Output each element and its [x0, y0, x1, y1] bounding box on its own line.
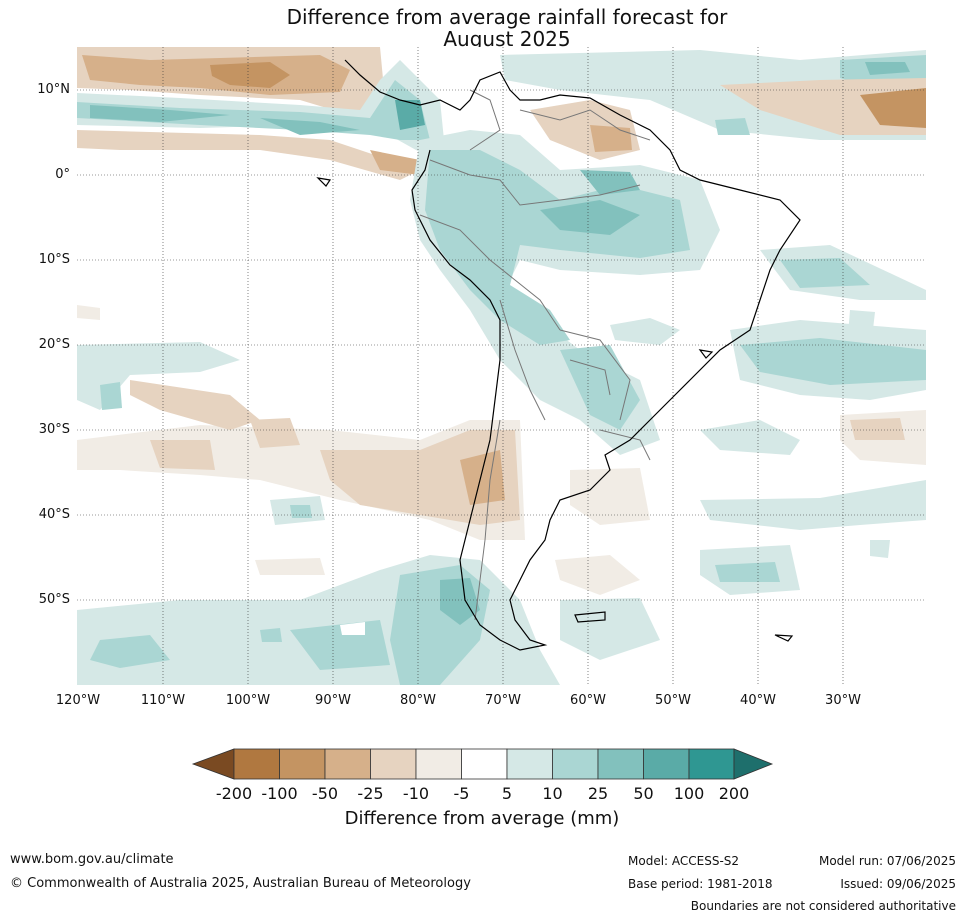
colorbar-bin [688, 748, 735, 780]
footer-issued: Issued: 09/06/2025 [840, 877, 956, 891]
footer-model-run: Model run: 07/06/2025 [818, 854, 956, 868]
colorbar [191, 748, 774, 780]
lat-label-20s: 20°S [38, 337, 70, 352]
south-atlantic-anomalies [255, 410, 926, 595]
lat-label-0: 0° [55, 167, 70, 182]
lon-label-110w: 110°W [140, 693, 186, 708]
colorbar-title: Difference from average (mm) [344, 808, 620, 829]
wet-anomaly-amazon [410, 130, 720, 455]
lon-label-120w: 120°W [55, 693, 101, 708]
colorbar-label: -25 [357, 784, 384, 803]
lat-label-30s: 30°S [38, 422, 70, 437]
footer-url[interactable]: www.bom.gov.au/climate [10, 852, 174, 867]
colorbar-label: -200 [215, 784, 253, 803]
lon-label-70w: 70°W [485, 693, 521, 708]
wet-anomaly-south-pacific [77, 342, 890, 558]
lon-label-50w: 50°W [655, 693, 691, 708]
wet-anomaly-east-brazil [700, 245, 926, 455]
footer-model: Model: ACCESS-S2 [628, 854, 740, 868]
colorbar-bin [597, 748, 644, 780]
footer-copyright: © Commonwealth of Australia 2025, Austra… [10, 876, 471, 891]
colorbar-bin [461, 748, 508, 780]
colorbar-bin [279, 748, 326, 780]
map-title-line2: August 2025 [443, 27, 571, 51]
lon-label-100w: 100°W [225, 693, 271, 708]
lat-label-10s: 10°S [38, 252, 70, 267]
colorbar-label: 100 [673, 784, 705, 803]
country-borders [419, 89, 651, 621]
colorbar-bin [324, 748, 371, 780]
dry-anomaly-north-pacific [77, 47, 420, 180]
wet-anomaly-itcz [77, 60, 445, 155]
lat-label-10n: 10°N [37, 82, 70, 97]
colorbar-label: 200 [718, 784, 750, 803]
coastline [316, 59, 801, 651]
colorbar-label: -10 [402, 784, 430, 803]
colorbar-bin [370, 748, 417, 780]
footer-disclaimer: Boundaries are not considered authoritat… [690, 899, 956, 913]
colorbar-bin [506, 748, 553, 780]
map-title-line1: Difference from average rainfall forecas… [286, 5, 728, 29]
colorbar-bin [233, 748, 280, 780]
lon-label-40w: 40°W [740, 693, 776, 708]
dry-anomaly-south-pacific [77, 305, 525, 540]
graticule [77, 47, 926, 685]
colorbar-label: 50 [633, 784, 654, 803]
lon-label-90w: 90°W [315, 693, 351, 708]
colorbar-label: -50 [311, 784, 339, 803]
footer-base-period: Base period: 1981-2018 [628, 877, 773, 891]
lon-label-60w: 60°W [570, 693, 606, 708]
colorbar-label: -100 [261, 784, 298, 803]
colorbar-bin [415, 748, 462, 780]
map-plot-area [77, 47, 926, 685]
colorbar-bin [552, 748, 599, 780]
colorbar-upper-extension [733, 748, 774, 780]
lon-label-30w: 30°W [825, 693, 861, 708]
colorbar-label: 25 [587, 784, 609, 803]
atlantic-north-anomalies [500, 50, 926, 160]
colorbar-bin [643, 748, 690, 780]
colorbar-label: 5 [501, 784, 513, 803]
colorbar-label: -5 [453, 784, 470, 803]
lat-label-40s: 40°S [38, 507, 70, 522]
lon-label-80w: 80°W [400, 693, 436, 708]
lat-label-50s: 50°S [38, 592, 70, 607]
colorbar-lower-extension [191, 748, 235, 780]
colorbar-label: 10 [542, 784, 563, 803]
